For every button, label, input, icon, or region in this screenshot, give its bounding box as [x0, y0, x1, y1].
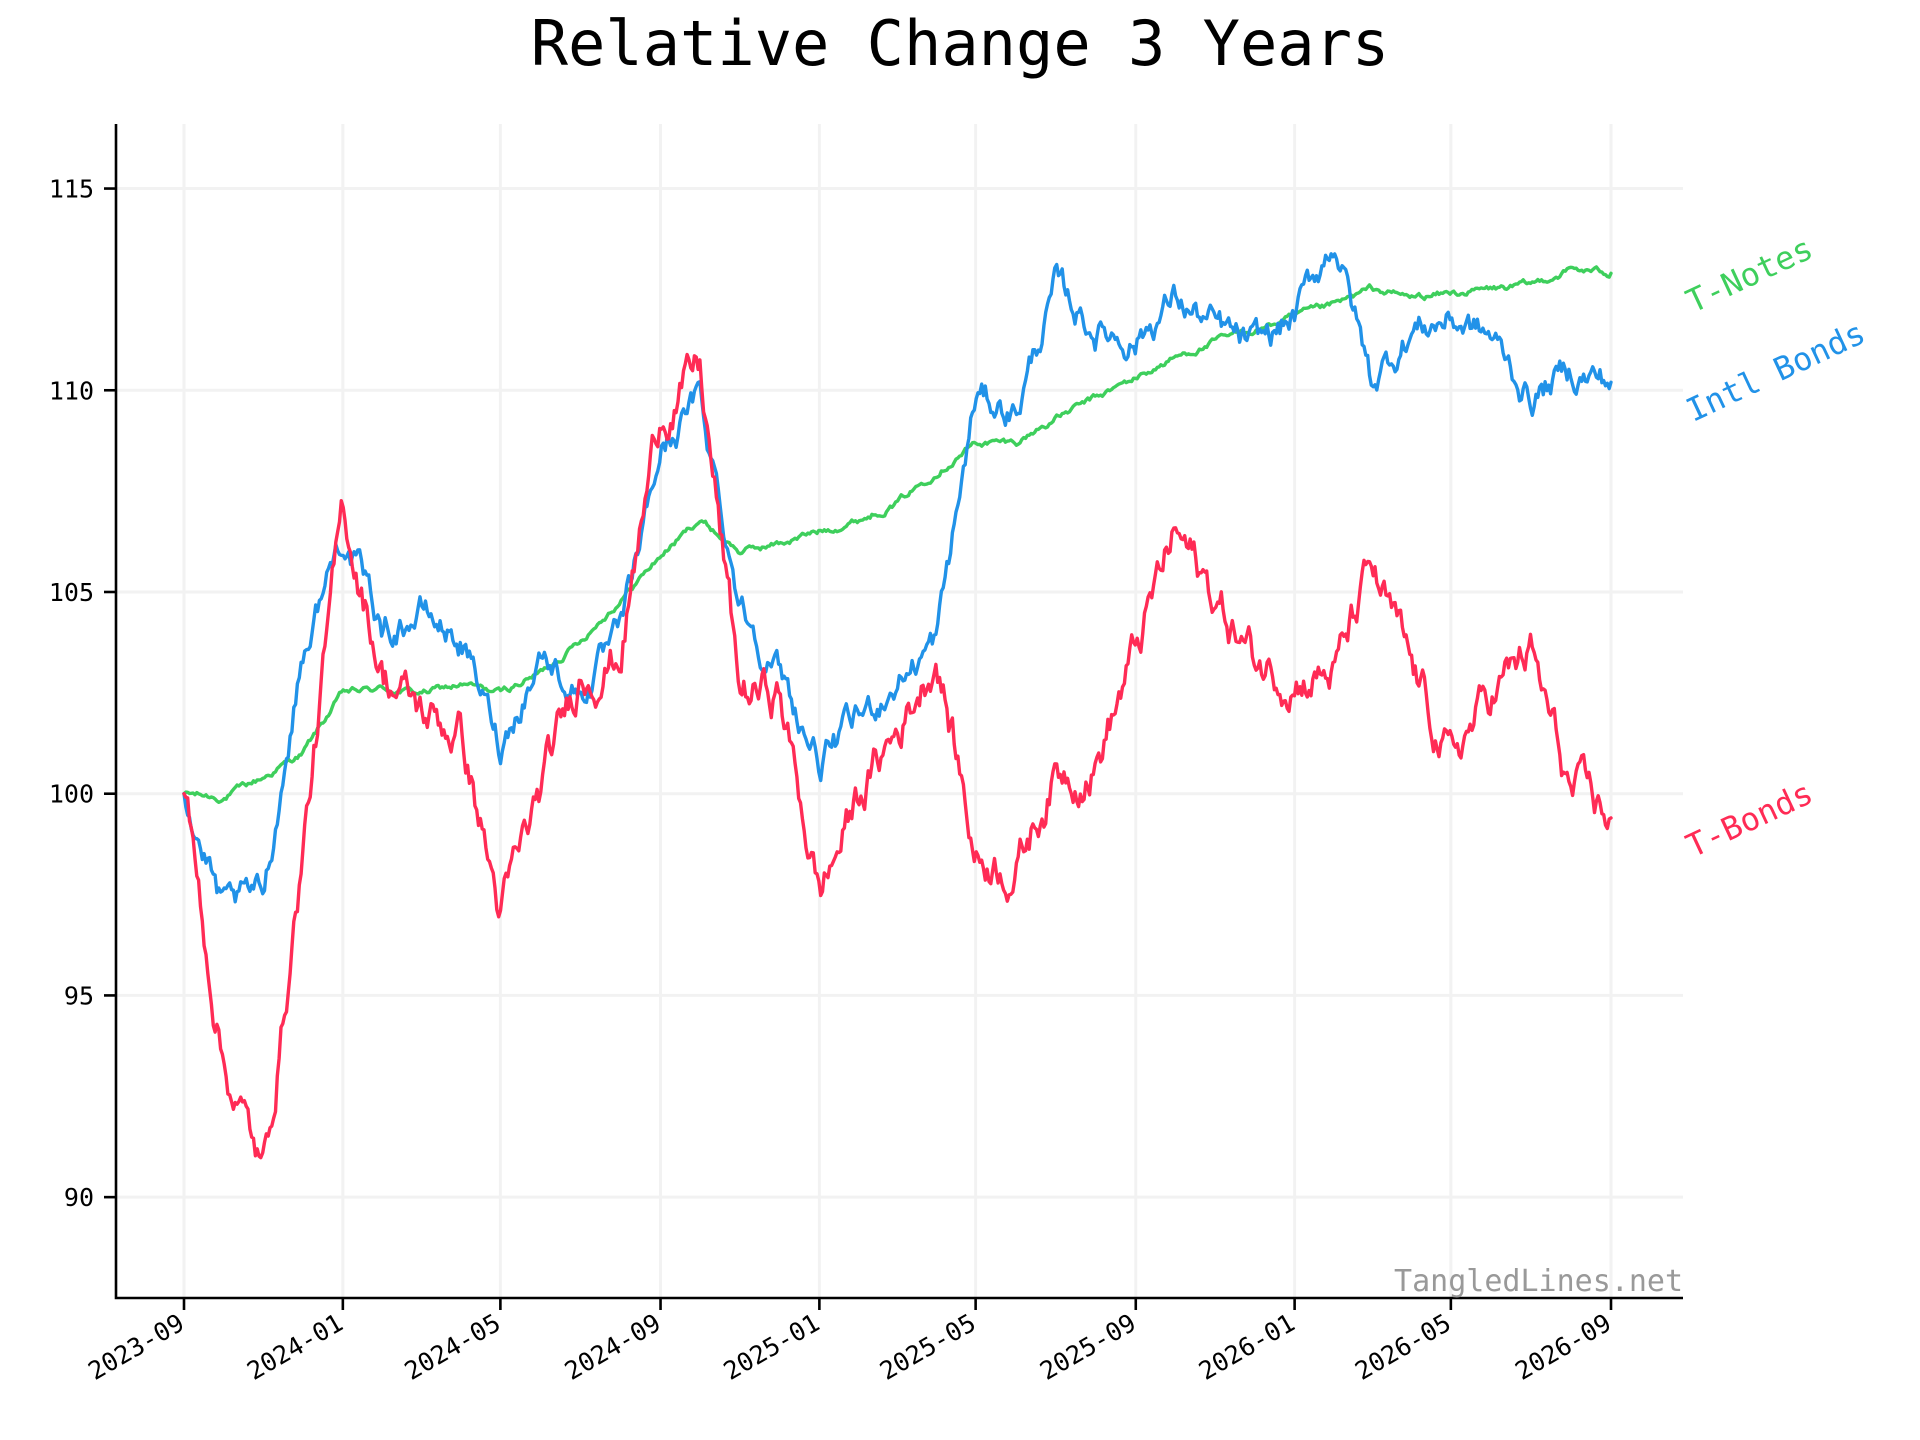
x-tick-label: 2025-01	[719, 1308, 825, 1386]
x-tick-label: 2024-09	[560, 1308, 666, 1386]
x-tick-label: 2026-01	[1194, 1308, 1300, 1386]
y-tick-label: 95	[64, 981, 94, 1010]
axis-spines	[114, 124, 1683, 1300]
y-tick-label: 90	[64, 1183, 94, 1212]
y-tick-label: 105	[49, 578, 94, 607]
series-line-intl-bonds	[182, 252, 1613, 904]
series-lines	[182, 252, 1613, 1160]
y-tick-label: 115	[49, 175, 94, 204]
series-label-t-notes: T-Notes	[1680, 229, 1818, 320]
x-tick-label: 2026-05	[1350, 1308, 1456, 1386]
series-line-t-notes	[182, 265, 1613, 804]
x-tick-label: 2023-09	[83, 1308, 189, 1386]
y-tick-label: 110	[49, 376, 94, 405]
x-tick-label: 2026-09	[1510, 1308, 1616, 1386]
x-tick-label: 2024-01	[242, 1308, 348, 1386]
grid	[116, 124, 1683, 1298]
series-line-t-bonds	[182, 352, 1613, 1160]
x-tick-label: 2025-09	[1035, 1308, 1141, 1386]
series-label-intl-bonds: Intl Bonds	[1680, 314, 1871, 430]
watermark: TangledLines.net	[1394, 1264, 1683, 1299]
chart-title: Relative Change 3 Years	[531, 7, 1390, 80]
series-label-t-bonds: T-Bonds	[1680, 774, 1818, 865]
y-tick-label: 100	[49, 780, 94, 809]
x-tick-label: 2025-05	[875, 1308, 981, 1386]
x-tick-label: 2024-05	[400, 1308, 506, 1386]
